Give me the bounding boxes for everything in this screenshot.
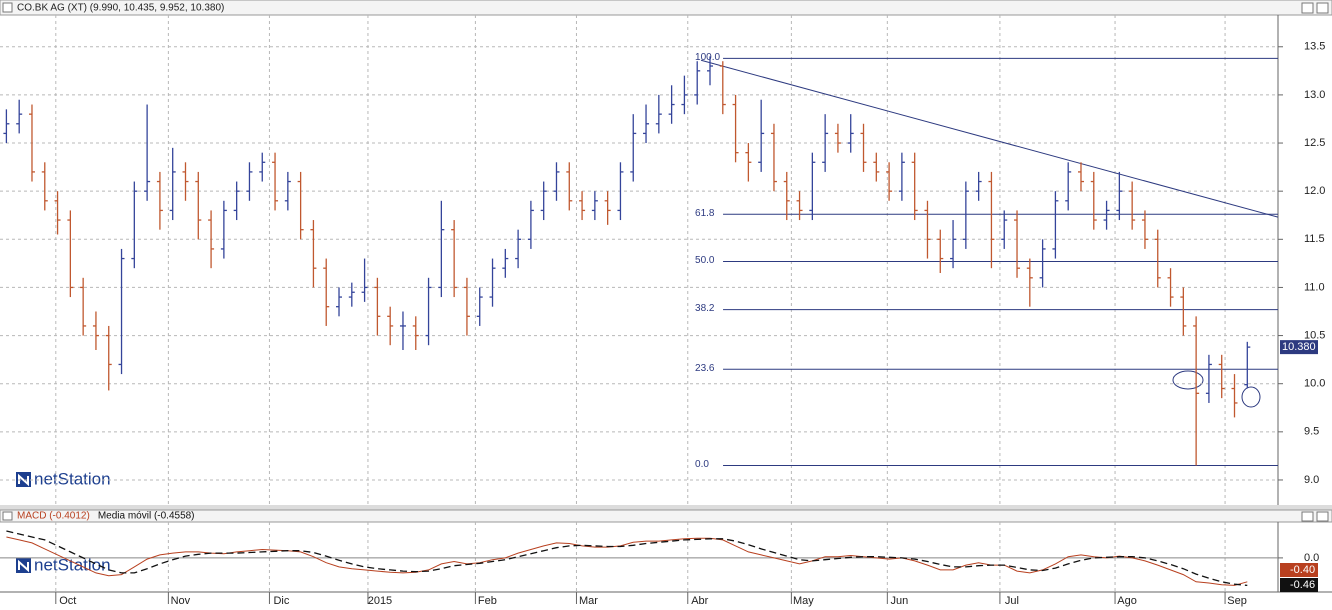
price-title: CO.BK AG (XT) (9.990, 10.435, 9.952, 10.…	[17, 3, 224, 14]
x-tick-label: Ago	[1117, 595, 1137, 607]
panel-icon	[2, 2, 13, 13]
fib-label: 100.0	[695, 52, 720, 63]
y-tick-label: 9.0	[1304, 474, 1319, 486]
logo: netStation	[16, 469, 111, 488]
y-tick-label: 9.5	[1304, 426, 1319, 438]
last-value-box	[1280, 578, 1318, 592]
x-tick-label: Oct	[59, 595, 76, 607]
x-tick-label: Abr	[691, 595, 708, 607]
macd-header	[0, 509, 1332, 523]
x-tick-label: Dic	[273, 595, 289, 607]
y-tick-label: 13.5	[1304, 41, 1325, 53]
panel-icon	[2, 511, 13, 521]
legend-entry: Media móvil (-0.4558)	[98, 511, 195, 522]
x-tick-label: Jun	[890, 595, 908, 607]
logo: netStation	[16, 555, 111, 574]
watermark: netStation	[34, 555, 111, 574]
minimize-button[interactable]	[1301, 2, 1314, 14]
macd-line	[6, 536, 1248, 586]
last-value-label: -0.40	[1290, 564, 1315, 576]
maximize-button[interactable]	[1316, 2, 1329, 14]
y-tick-label: 13.0	[1304, 89, 1325, 101]
fib-label: 61.8	[695, 208, 715, 219]
x-tick-label: 2015	[368, 595, 392, 607]
maximize-button[interactable]	[1316, 511, 1329, 522]
y-tick-label: 10.5	[1304, 329, 1325, 341]
logo-mark	[18, 559, 29, 573]
x-tick-label: Sep	[1227, 595, 1247, 607]
last-value-box	[1280, 563, 1318, 577]
fib-label: 50.0	[695, 255, 715, 266]
splitter	[0, 505, 1332, 510]
x-tick-label: Mar	[579, 595, 598, 607]
y-tick-label: 0.0	[1304, 552, 1319, 564]
annotation-ellipse	[1241, 386, 1261, 408]
annotation-ellipse	[1172, 370, 1204, 390]
last-price-label: 10.380	[1282, 341, 1316, 353]
x-tick-label: Nov	[171, 595, 191, 607]
y-tick-label: 12.0	[1304, 185, 1325, 197]
x-tick-label: Feb	[478, 595, 497, 607]
last-value-label: -0.46	[1290, 579, 1315, 591]
watermark: netStation	[34, 469, 111, 488]
x-tick-label: May	[793, 595, 814, 607]
y-tick-label: 10.0	[1304, 378, 1325, 390]
legend-entry: MACD (-0.4012)	[17, 511, 90, 522]
fib-label: 23.6	[695, 363, 715, 374]
fib-label: 38.2	[695, 303, 715, 314]
price-header	[0, 0, 1332, 16]
fib-label: 0.0	[695, 459, 709, 470]
y-tick-label: 11.0	[1304, 281, 1325, 293]
x-tick-label: Jul	[1005, 595, 1019, 607]
y-tick-label: 11.5	[1304, 233, 1325, 245]
y-tick-label: 12.5	[1304, 137, 1325, 149]
trendline	[700, 59, 1279, 218]
minimize-button[interactable]	[1301, 511, 1314, 522]
last-price-box	[1280, 340, 1318, 355]
